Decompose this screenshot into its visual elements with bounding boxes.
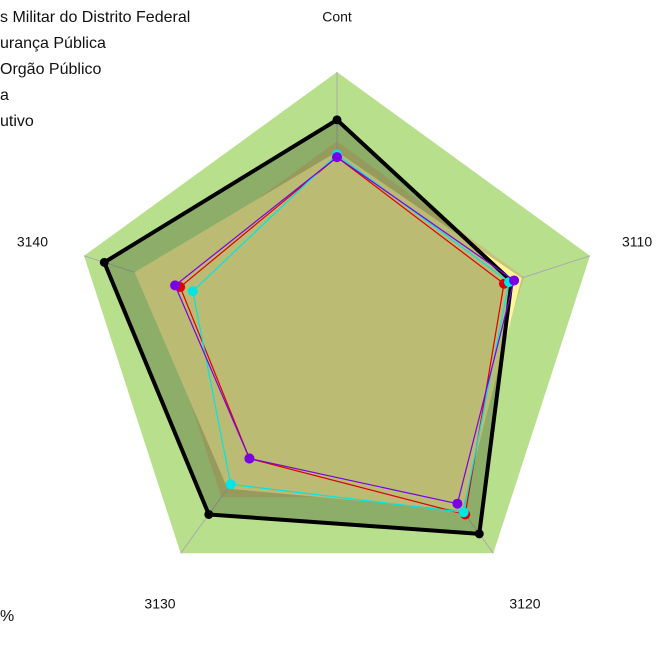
note: % bbox=[0, 608, 14, 625]
series-point bbox=[452, 498, 463, 509]
series-point bbox=[458, 507, 469, 518]
legend-entry: urança Pública bbox=[0, 35, 106, 52]
series-point bbox=[187, 286, 198, 297]
series-point bbox=[244, 453, 255, 464]
axis-label: Cont bbox=[322, 9, 352, 25]
axis-label: 3110 bbox=[622, 234, 652, 250]
series-line bbox=[101, 117, 514, 536]
legend-entry: utivo bbox=[0, 113, 34, 130]
axis-label: 3120 bbox=[509, 596, 540, 612]
series-point bbox=[170, 280, 181, 291]
legend-entry: a bbox=[0, 87, 9, 104]
series-point bbox=[332, 152, 342, 163]
series-point bbox=[204, 509, 214, 519]
series-line bbox=[179, 156, 505, 516]
series-point bbox=[332, 115, 342, 125]
series-point bbox=[225, 479, 236, 490]
series-point bbox=[474, 529, 484, 539]
series-line bbox=[174, 156, 515, 505]
series-point bbox=[99, 257, 109, 267]
series-point bbox=[509, 275, 520, 286]
axis-label: 3130 bbox=[144, 596, 175, 612]
legend-entry: Orgão Público bbox=[0, 61, 101, 78]
series-line bbox=[192, 153, 510, 513]
legend-entry: s Militar do Distrito Federal bbox=[0, 9, 190, 26]
axis-label: 3140 bbox=[17, 234, 48, 250]
